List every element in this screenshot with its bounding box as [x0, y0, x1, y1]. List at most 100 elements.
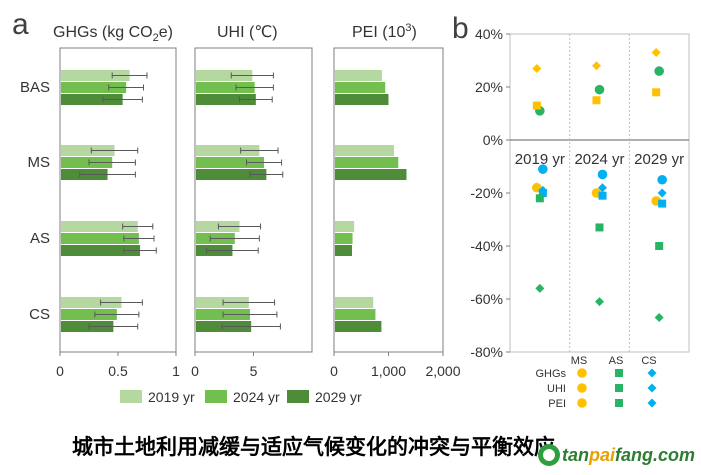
- point-diamond-uhi-0: [532, 63, 542, 73]
- bar-as-0: [335, 221, 355, 232]
- bar-as-0: [61, 221, 138, 232]
- category-label: AS: [30, 230, 50, 247]
- legend-column-label: AS: [609, 355, 624, 367]
- point-square-uhi-0: [532, 101, 541, 110]
- title-text: ): [411, 24, 416, 41]
- x-tick-label: 0: [56, 363, 64, 379]
- bar-cs-0: [61, 297, 122, 308]
- bar-ms-1: [61, 157, 113, 168]
- point-circle-ghgs-1: [597, 169, 608, 180]
- bar-as-1: [335, 233, 353, 244]
- bar-bas-1: [335, 82, 386, 93]
- x-tick-label: 5: [250, 363, 258, 379]
- panel-b-scatter-chart: 40% 20% 0% -20% -40% -60% -80% 2019 yr 2024 yr 20…: [470, 26, 690, 410]
- subplot-1: UHI (℃) 0 5: [191, 24, 313, 379]
- bar-cs-0: [196, 297, 249, 308]
- bar-cs-1: [61, 309, 117, 320]
- bar-ms-2: [335, 169, 407, 180]
- bar-ms-1: [335, 157, 399, 168]
- legend-label: 2019 yr: [148, 389, 195, 405]
- legend-marker: [577, 398, 587, 408]
- point-diamond-pei-0: [535, 283, 545, 293]
- watermark-logo-icon: [537, 444, 560, 466]
- title-subscript: 2: [153, 32, 159, 44]
- panel-label-a: a: [12, 8, 29, 41]
- bar-bas-2: [335, 94, 389, 105]
- category-label: MS: [28, 154, 51, 171]
- legend-marker: [615, 369, 623, 377]
- legend-label: 2024 yr: [233, 389, 280, 405]
- title-text: UHI (℃): [217, 24, 278, 41]
- legend-column-label: CS: [641, 355, 656, 367]
- point-diamond-uhi-1: [592, 61, 601, 71]
- bar-bas-2: [196, 94, 256, 105]
- title-superscript: 3: [405, 22, 411, 34]
- legend-swatch-0: [120, 390, 142, 403]
- panel-label-b: b: [452, 12, 469, 45]
- point-circle-ghgs-0: [538, 164, 548, 174]
- legend-marker: [647, 368, 657, 378]
- x-tick-label: 0.5: [108, 363, 128, 379]
- point-circle-ghgs-2: [657, 174, 667, 185]
- point-diamond-pei-2: [654, 313, 664, 323]
- bar-ms-0: [61, 145, 115, 156]
- category-label: BAS: [20, 79, 50, 96]
- title-text: PEI (10: [352, 24, 405, 41]
- legend-marker: [577, 368, 587, 378]
- subplot-title: PEI (103): [352, 22, 417, 41]
- bar-bas-1: [61, 82, 127, 93]
- bar-ms-0: [335, 145, 394, 156]
- y-tick-label: 20%: [475, 79, 503, 95]
- legend-row-label: PEI: [548, 398, 566, 410]
- legend-swatch-2: [287, 390, 309, 403]
- point-square-ghgs-1: [598, 191, 607, 200]
- year-label: 2029 yr: [634, 151, 684, 168]
- bar-bas-0: [335, 70, 382, 81]
- point-square-pei-1: [595, 223, 604, 232]
- y-tick-label: -20%: [470, 185, 503, 201]
- x-tick-label: 2,000: [425, 363, 460, 379]
- bar-as-0: [196, 221, 240, 232]
- bar-bas-0: [61, 70, 130, 81]
- point-square-pei-0: [535, 194, 544, 203]
- bar-bas-0: [196, 70, 253, 81]
- y-tick-label: -80%: [470, 344, 503, 360]
- legend-marker: [615, 399, 623, 407]
- bar-cs-0: [335, 297, 374, 308]
- bar-as-1: [61, 233, 139, 244]
- point-square-uhi-2: [652, 88, 661, 97]
- y-tick-label: 0%: [483, 132, 503, 148]
- legend-swatch-1: [205, 390, 227, 403]
- legend-column-label: MS: [571, 355, 588, 367]
- panel-a-bar-charts: GHGs (kg CO2e) 0 0.5 1 UHI (℃) 0 5 PEI (103) 0 1,…: [20, 22, 461, 405]
- subplot-0: GHGs (kg CO2e) 0 0.5 1: [53, 24, 180, 379]
- bar-cs-2: [61, 321, 114, 332]
- bar-bas-1: [196, 82, 255, 93]
- point-diamond-uhi-2: [651, 48, 661, 58]
- point-diamond-pei-1: [595, 297, 604, 307]
- watermark-text: tanpaifang.com: [561, 444, 695, 465]
- figure: a b GHGs (kg CO2e) 0 0.5 1 UHI (℃) 0 5 PEI (103…: [12, 8, 690, 410]
- point-circle-pei-1: [594, 84, 605, 95]
- y-tick-label: 40%: [475, 26, 503, 42]
- subplot-2: PEI (103) 0 1,000 2,000: [330, 22, 461, 379]
- point-square-pei-2: [655, 242, 664, 250]
- y-tick-label: -60%: [470, 291, 503, 307]
- x-tick-label: 1,000: [371, 363, 406, 379]
- point-square-ghgs-2: [658, 199, 667, 208]
- x-tick-label: 1: [172, 363, 180, 379]
- bar-ms-2: [196, 169, 267, 180]
- point-diamond-ghgs-0: [538, 185, 548, 195]
- bar-cs-1: [335, 309, 376, 320]
- figure-caption: 城市土地利用减缓与适应气候变化的冲突与平衡效应: [72, 434, 555, 459]
- legend-label: 2029 yr: [315, 389, 362, 405]
- legend-marker: [615, 384, 623, 392]
- category-label: CS: [29, 306, 50, 323]
- y-tick-label: -40%: [470, 238, 503, 254]
- x-tick-label: 0: [330, 363, 338, 379]
- title-text: e): [159, 24, 173, 41]
- point-square-uhi-1: [592, 96, 601, 105]
- year-label: 2019 yr: [515, 151, 565, 168]
- year-label: 2024 yr: [574, 151, 624, 168]
- legend-marker: [647, 398, 657, 408]
